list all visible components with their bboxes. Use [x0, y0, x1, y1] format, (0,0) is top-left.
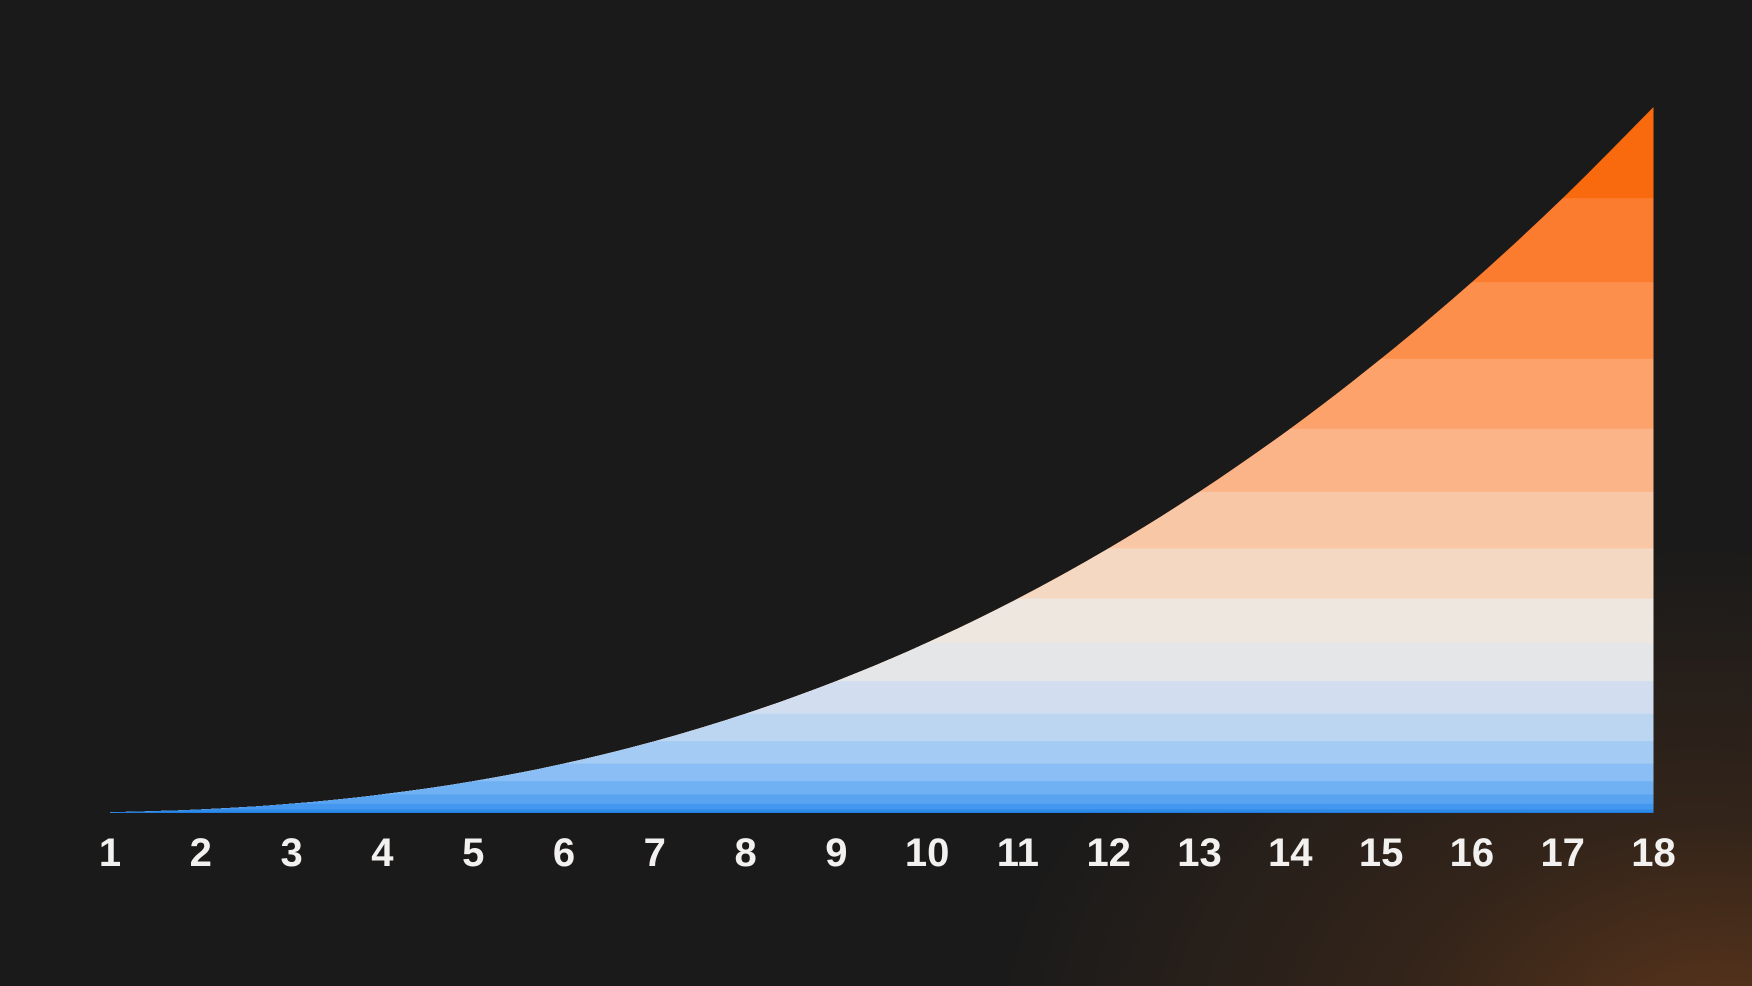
x-axis-label: 14: [1268, 831, 1313, 875]
x-axis-label: 10: [905, 831, 950, 875]
x-axis-label: 11: [997, 831, 1039, 875]
area-band: [110, 803, 1654, 813]
area-band: [110, 809, 1654, 813]
x-axis-label: 9: [825, 831, 847, 875]
x-axis-label: 5: [462, 831, 484, 875]
x-axis-label: 3: [280, 831, 302, 875]
x-axis-label: 13: [1177, 831, 1222, 875]
x-axis-label: 1: [99, 831, 121, 875]
area-bands: [110, 107, 1654, 813]
x-axis-label: 7: [644, 831, 666, 875]
x-axis-label: 18: [1631, 831, 1676, 875]
x-axis-label: 16: [1450, 831, 1495, 875]
area-band: [110, 812, 1654, 813]
x-axis-label: 8: [734, 831, 756, 875]
x-axis-label: 12: [1086, 831, 1131, 875]
x-axis-label: 15: [1359, 831, 1404, 875]
x-axis-label: 6: [553, 831, 575, 875]
x-axis-labels: 1 2 3 4 5 6 7 8 9 10 11 12 13 14 15 16 17 18: [99, 831, 1676, 875]
x-axis-label: 17: [1540, 831, 1585, 875]
x-axis-label: 2: [190, 831, 212, 875]
x-axis-label: 4: [371, 831, 394, 875]
